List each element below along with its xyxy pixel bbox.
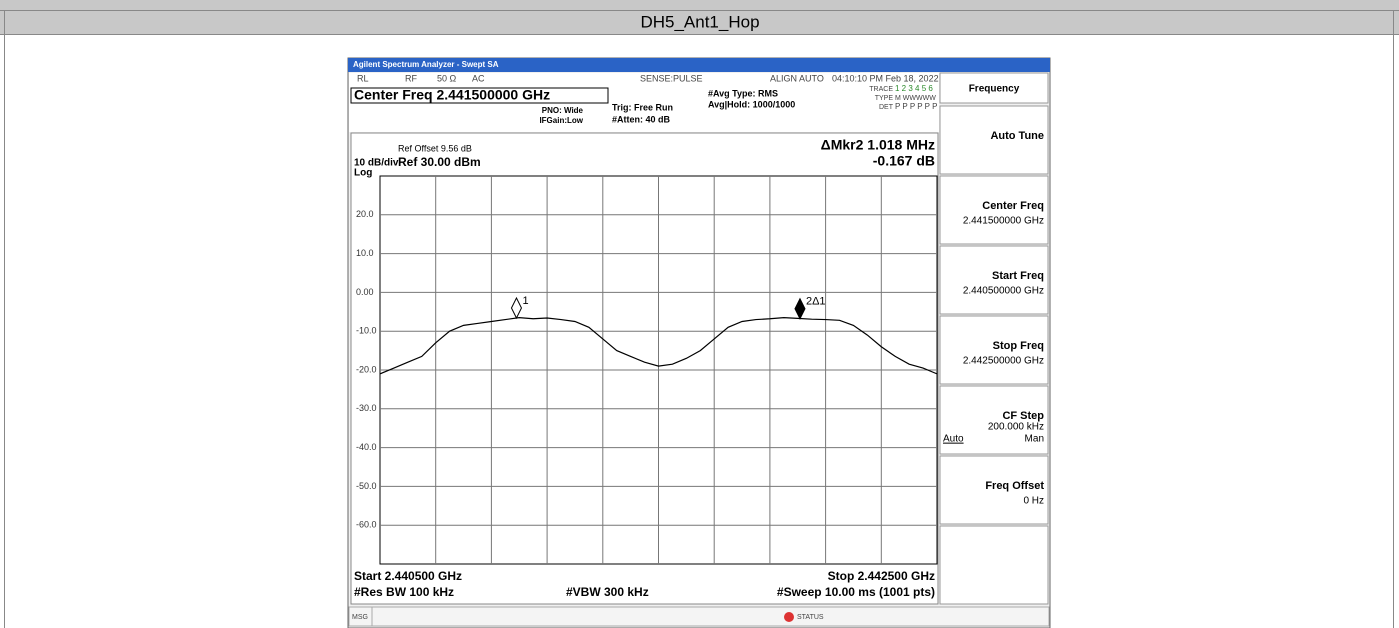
softkey-value: 0 Hz: [1023, 496, 1044, 507]
y-tick-label: -60.0: [356, 520, 377, 530]
softkey[interactable]: [939, 245, 1049, 315]
status-icon: [784, 612, 794, 622]
msg: MSG: [352, 614, 368, 621]
softkey: [939, 525, 1049, 605]
vbw: #VBW 300 kHz: [566, 585, 649, 599]
softkey-label: Auto Tune: [990, 130, 1044, 142]
softkey-value: 2.442500000 GHz: [963, 356, 1044, 367]
sweep: #Sweep 10.00 ms (1001 pts): [777, 585, 935, 599]
trig: Trig: Free Run: [612, 102, 673, 112]
softkey[interactable]: [939, 175, 1049, 245]
softkey-label: Center Freq: [982, 200, 1044, 212]
status-item: RF: [405, 73, 417, 83]
pno: PNO: Wide: [542, 106, 584, 115]
softkey-label: CF Step: [1002, 410, 1044, 422]
type-value: M WWWWW: [895, 95, 936, 102]
status-item: RL: [357, 73, 369, 83]
softkey-option: Auto: [943, 434, 964, 445]
start-freq: Start 2.440500 GHz: [354, 569, 462, 583]
softkey[interactable]: [939, 315, 1049, 385]
det-label: DET: [879, 104, 894, 111]
softkey-label: Start Freq: [992, 270, 1044, 282]
y-tick-label: -40.0: [356, 442, 377, 452]
y-tick-label: 10.0: [356, 248, 374, 258]
scale: 10 dB/div: [354, 158, 399, 169]
ref-level: Ref 30.00 dBm: [398, 155, 481, 169]
ifgain: IFGain:Low: [539, 116, 583, 125]
marker-label: 1: [522, 295, 528, 307]
avg-type: #Avg Type: RMS: [708, 88, 778, 98]
type-label: TYPE: [875, 95, 894, 102]
marker: [794, 297, 806, 320]
window-title: Agilent Spectrum Analyzer - Swept SA: [353, 60, 499, 69]
status-item: ALIGN AUTO: [770, 73, 824, 83]
trace-numbers: 1 2 3 4 5 6: [895, 84, 933, 93]
marker-label: 2Δ1: [806, 296, 826, 308]
softkey-menu: [939, 72, 1049, 104]
det-value: P P P P P P: [895, 102, 937, 111]
center-freq: Center Freq 2.441500000 GHz: [354, 87, 550, 103]
status-item: SENSE:PULSE: [640, 73, 703, 83]
softkey[interactable]: [939, 455, 1049, 525]
atten: #Atten: 40 dB: [612, 114, 671, 124]
softkey-option: Man: [1025, 434, 1044, 445]
trace: [379, 317, 938, 375]
softkey-value: 2.440500000 GHz: [963, 286, 1044, 297]
softkey-menu-title: Frequency: [969, 84, 1020, 95]
delta-value: -0.167 dB: [873, 153, 935, 169]
plot-frame: [350, 132, 939, 605]
y-tick-label: 0.00: [356, 287, 374, 297]
softkey[interactable]: [939, 105, 1049, 175]
status-item: 04:10:10 PM Feb 18, 2022: [832, 73, 939, 83]
center-freq-box: [350, 87, 609, 104]
y-tick-label: -30.0: [356, 403, 377, 413]
status-bar: [348, 606, 1050, 627]
status: STATUS: [797, 614, 824, 621]
status-item: AC: [472, 73, 485, 83]
y-tick-label: 20.0: [356, 209, 374, 219]
y-tick-label: -20.0: [356, 364, 377, 374]
plot: 20.0 10.0 0.00 -10.0 -20.0 -30.0 -40.0 -50.0 -60…: [356, 175, 938, 565]
stop-freq: Stop 2.442500 GHz: [828, 569, 935, 583]
ref-offset: Ref Offset 9.56 dB: [398, 143, 472, 153]
avg-hold: Avg|Hold: 1000/1000: [708, 99, 795, 109]
status-item: 50 Ω: [437, 73, 457, 83]
softkey-value: 200.000 kHz: [988, 422, 1044, 433]
softkey-value: 2.441500000 GHz: [963, 216, 1044, 227]
softkey-label: Freq Offset: [985, 480, 1044, 492]
softkey-label: Stop Freq: [993, 340, 1044, 352]
softkey[interactable]: [939, 385, 1049, 455]
rbw: #Res BW 100 kHz: [354, 585, 454, 599]
table-title: DH5_Ant1_Hop: [640, 12, 759, 31]
trace-label: TRACE: [869, 86, 893, 93]
y-tick-label: -10.0: [356, 326, 377, 336]
y-tick-label: -50.0: [356, 481, 377, 491]
log-label: Log: [354, 168, 372, 179]
window-title-bar: [348, 58, 1050, 72]
header-bar: [0, 0, 1399, 34]
delta-marker: ΔMkr2 1.018 MHz: [821, 137, 935, 153]
marker: [510, 296, 523, 320]
